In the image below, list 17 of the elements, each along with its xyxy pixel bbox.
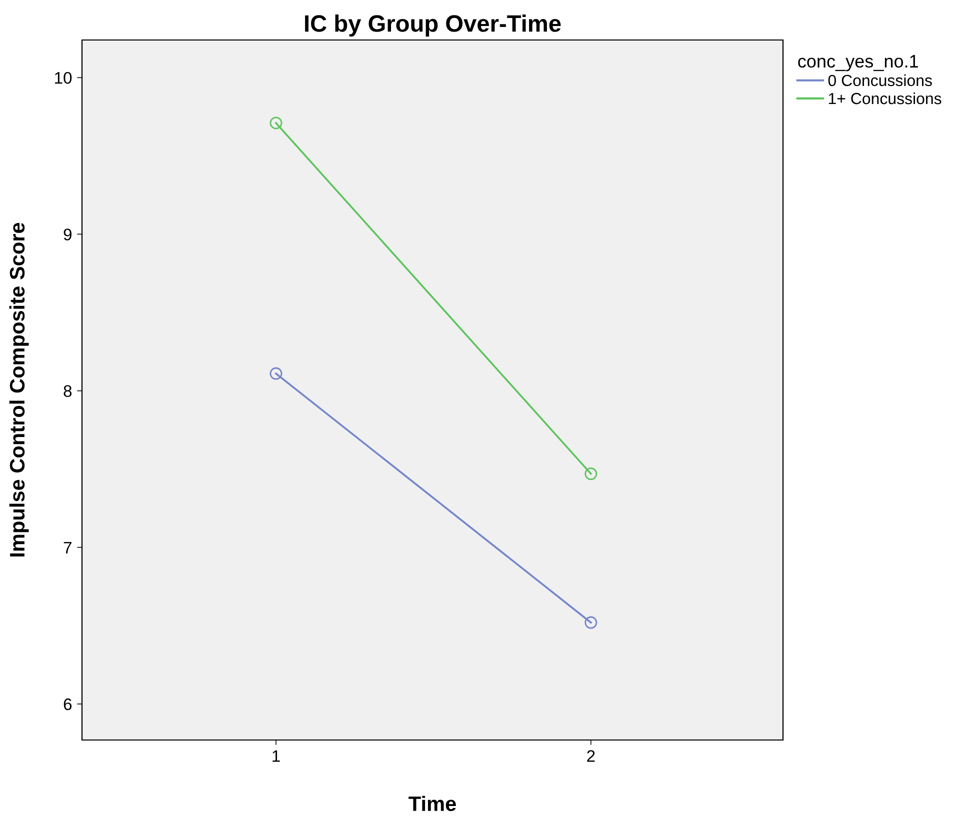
point: [584, 616, 598, 629]
chart-title: IC by Group Over-Time: [305, 14, 561, 37]
legend-label: 0 Concussions: [828, 74, 932, 86]
y-axis-title: Impulse Control Composite Score: [9, 222, 29, 556]
y-tick-label: 8: [64, 385, 72, 397]
legend-title: conc_yes_no.1: [798, 55, 918, 72]
y-tick-label: 10: [55, 72, 72, 84]
point: [270, 367, 282, 380]
point: [270, 116, 282, 130]
legend-label: 1+ Concussions: [828, 92, 942, 104]
point: [584, 468, 598, 480]
x-tick-label: 1: [272, 750, 280, 762]
x-axis-title: Time: [408, 796, 456, 812]
y-tick-label: 9: [64, 228, 72, 240]
y-tick-label: 7: [64, 542, 72, 554]
x-tick-label: 2: [587, 750, 595, 762]
y-tick-label: 6: [64, 698, 72, 710]
